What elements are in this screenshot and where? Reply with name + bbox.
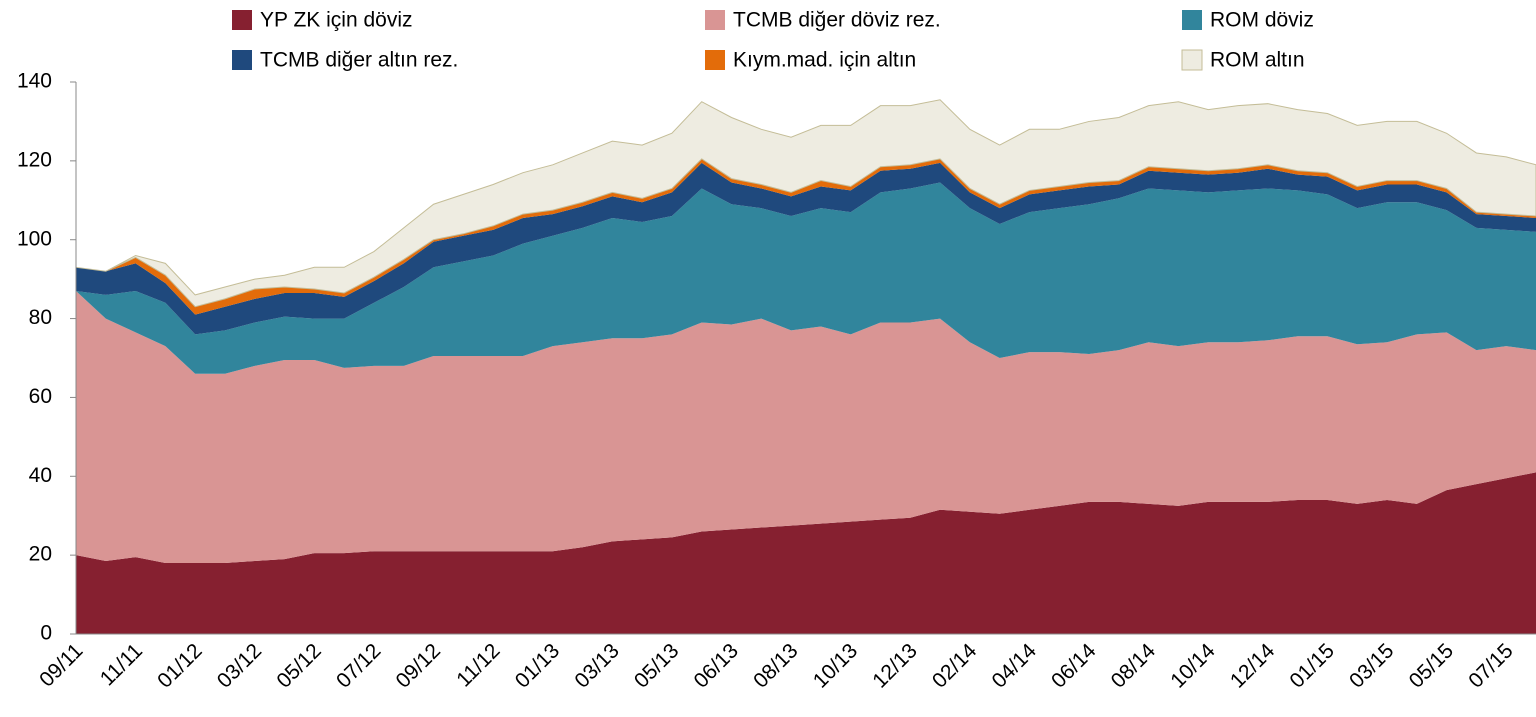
area (75, 99, 1536, 308)
y-tick-label: 140 (17, 70, 52, 93)
legend-swatch (232, 10, 252, 30)
x-tick-label: 01/15 (1285, 639, 1338, 692)
y-tick-label: 40 (29, 464, 52, 487)
x-tick-label: 05/13 (630, 639, 683, 692)
x-tick-label: 03/15 (1345, 639, 1398, 692)
x-tick-label: 06/14 (1047, 639, 1101, 693)
area (76, 472, 1536, 634)
legend-label: ROM döviz (1210, 9, 1314, 32)
x-tick-label: 01/12 (153, 639, 206, 692)
area (76, 158, 1536, 315)
x-tick-label: 03/12 (213, 639, 266, 692)
x-tick-label: 08/13 (749, 639, 802, 692)
legend-swatch (1181, 49, 1203, 71)
x-tick-label: 12/14 (1226, 639, 1280, 693)
x-tick-label: 02/14 (928, 639, 982, 693)
y-tick-label: 20 (29, 543, 52, 566)
x-tick-label: 11/11 (96, 639, 147, 690)
x-tick-label: 08/14 (1107, 639, 1161, 693)
x-tick-label: 05/12 (272, 639, 325, 692)
x-tick-label: 10/13 (809, 639, 862, 692)
x-tick-label: 03/13 (570, 639, 623, 692)
x-tick-label: 11/12 (452, 639, 504, 691)
x-tick-label: 09/11 (35, 639, 87, 691)
legend-swatch (705, 50, 725, 70)
legend-label: Kıym.mad. için altın (733, 49, 916, 72)
y-tick-label: 80 (29, 306, 52, 329)
y-tick-label: 60 (29, 385, 52, 408)
x-tick-label: 10/14 (1166, 639, 1220, 693)
area (76, 162, 1536, 335)
legend-label: TCMB diğer altın rez. (260, 49, 458, 72)
x-tick-label: 07/15 (1464, 639, 1517, 692)
x-tick-label: 06/13 (690, 639, 743, 692)
legend-label: TCMB diğer döviz rez. (733, 9, 941, 32)
legend-swatch (1182, 10, 1202, 30)
legend-swatch (705, 10, 725, 30)
area (76, 290, 1536, 564)
y-tick-label: 100 (17, 227, 52, 250)
x-tick-label: 07/12 (332, 639, 385, 692)
y-tick-label: 120 (17, 148, 52, 171)
x-tick-label: 09/12 (392, 639, 445, 692)
x-tick-label: 12/13 (868, 639, 921, 692)
area (76, 182, 1536, 374)
x-tick-label: 05/15 (1405, 639, 1458, 692)
legend-label: ROM altın (1210, 49, 1305, 72)
legend-label: YP ZK için döviz (260, 9, 413, 32)
x-tick-label: 01/13 (511, 639, 564, 692)
legend-swatch (232, 50, 252, 70)
y-tick-label: 0 (40, 622, 52, 645)
x-tick-label: 04/14 (987, 639, 1041, 693)
